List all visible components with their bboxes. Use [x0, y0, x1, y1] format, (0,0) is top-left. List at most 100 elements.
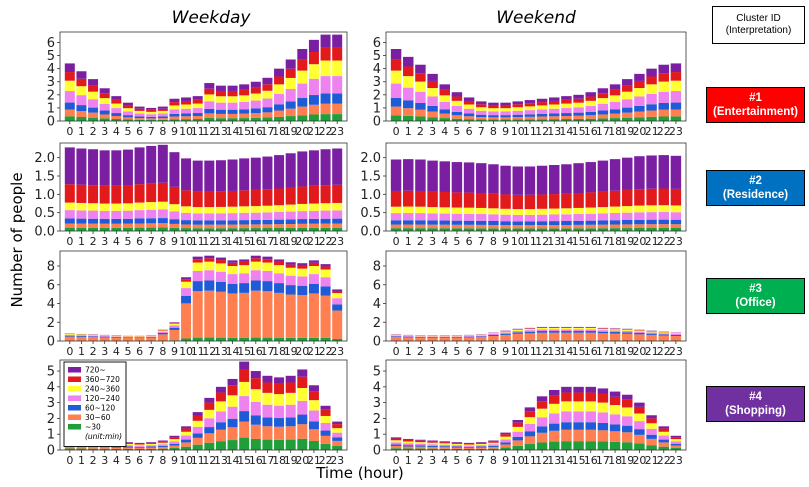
x-tick-label: 3 — [429, 235, 436, 248]
bar-segment — [157, 118, 168, 120]
bar-segment — [215, 263, 226, 272]
bar-segment — [262, 98, 273, 108]
bar-segment — [634, 406, 645, 414]
bar-segment — [451, 100, 463, 107]
x-tick-label: 16 — [249, 345, 263, 358]
bar-segment — [670, 212, 682, 220]
bar-segment — [670, 336, 682, 341]
x-tick-label: 1 — [78, 454, 85, 467]
bar-segment — [646, 227, 657, 231]
bar-segment — [658, 439, 669, 443]
bar-segment — [536, 105, 548, 110]
bar-segment — [239, 228, 250, 231]
bar-segment — [285, 219, 296, 224]
bar-segment — [500, 439, 511, 443]
bar-segment — [415, 220, 426, 225]
bar-segment — [476, 101, 487, 105]
bar-segment — [227, 440, 238, 450]
legend-swatch — [68, 395, 81, 401]
bar-segment — [670, 188, 682, 206]
bar-segment — [134, 445, 145, 447]
bar-segment — [332, 210, 343, 219]
bar-segment — [609, 330, 621, 333]
bar-segment — [99, 336, 110, 338]
bar-segment — [573, 392, 584, 402]
bar-segment — [622, 206, 633, 213]
bar-segment — [99, 337, 110, 341]
x-tick-label: 18 — [272, 125, 286, 138]
bar-segment — [549, 208, 560, 215]
bar-segment — [169, 445, 180, 449]
bar-segment — [488, 105, 499, 109]
bar-segment — [427, 111, 438, 118]
bar-segment — [622, 330, 633, 333]
y-tick-label: 3 — [373, 396, 381, 411]
x-tick-label: 17 — [596, 235, 610, 248]
bar-segment — [549, 327, 560, 328]
bar-segment — [76, 184, 87, 203]
bar-segment — [146, 116, 157, 119]
x-tick-label: 23 — [669, 454, 683, 467]
bar-segment — [403, 337, 414, 341]
y-tick-label: 4 — [373, 62, 381, 77]
bar-segment — [297, 227, 308, 231]
bar-segment — [549, 100, 560, 105]
bar-segment — [512, 221, 523, 226]
bar-segment — [169, 152, 180, 187]
bar-segment — [646, 155, 657, 189]
bar-segment — [169, 227, 180, 231]
bar-segment — [134, 118, 145, 120]
bar-segment — [597, 103, 609, 111]
bar-segment — [64, 102, 75, 110]
bar-segment — [332, 76, 343, 94]
bar-segment — [204, 94, 215, 102]
bar-segment — [204, 213, 215, 221]
bar-segment — [250, 81, 261, 88]
bar-segment — [88, 335, 99, 337]
bar-segment — [500, 208, 511, 215]
bar-segment — [536, 113, 548, 117]
bar-segment — [169, 322, 180, 324]
bar-segment — [169, 109, 180, 114]
bar-segment — [134, 202, 145, 211]
bar-segment — [111, 448, 122, 450]
bar-segment — [181, 446, 192, 450]
y-tick-label: 4 — [47, 380, 55, 395]
bar-segment — [670, 80, 682, 92]
bar-segment — [524, 444, 536, 450]
cluster-tag-3: #3 (Office) — [706, 278, 805, 314]
bar-segment — [476, 448, 487, 450]
bar-segment — [134, 443, 145, 445]
bar-segment — [297, 49, 308, 60]
bar-segment — [512, 101, 523, 105]
panel-frame — [385, 31, 687, 122]
bar-segment — [332, 148, 343, 185]
bar-segment — [250, 93, 261, 101]
bar-segment — [262, 224, 273, 229]
bar-segment — [157, 108, 168, 111]
bar-segment — [134, 447, 145, 450]
bar-segment — [111, 337, 122, 338]
bar-segment — [573, 441, 584, 450]
bar-segment — [646, 445, 657, 450]
bar-segment — [227, 102, 238, 110]
x-tick-label: 10 — [179, 454, 193, 467]
bar-segment — [488, 208, 499, 215]
bar-segment — [215, 228, 226, 231]
x-tick-label: 23 — [330, 235, 344, 248]
bar-segment — [488, 333, 499, 334]
bar-segment — [390, 190, 402, 207]
bar-segment — [488, 119, 499, 121]
bar-segment — [500, 115, 511, 118]
bar-segment — [561, 386, 572, 393]
bar-segment — [439, 109, 450, 114]
x-tick-label: 13 — [214, 235, 228, 248]
bar-segment — [320, 409, 331, 416]
bar-segment — [451, 224, 463, 229]
bar-segment — [500, 228, 511, 231]
bar-segment — [297, 70, 308, 84]
bar-segment — [524, 100, 536, 104]
legend-entry: 30~60 — [85, 413, 111, 422]
x-tick-label: 21 — [645, 454, 659, 467]
bar-segment — [670, 335, 682, 337]
